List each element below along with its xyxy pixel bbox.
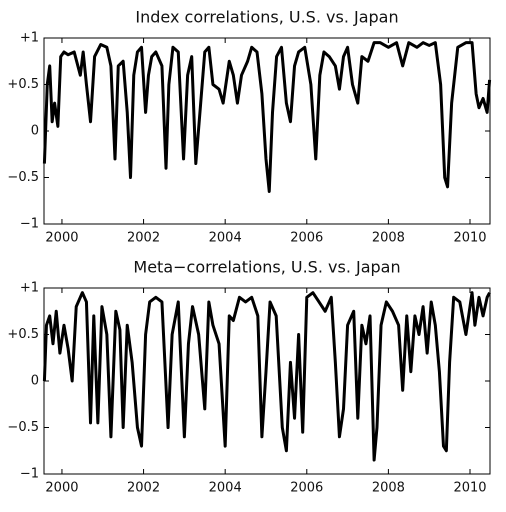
data-line <box>42 41 492 193</box>
chart-title: Index correlations, U.S. vs. Japan <box>135 8 398 27</box>
y-tick-label: −1 <box>20 217 39 232</box>
y-tick-label: −0.5 <box>7 170 39 185</box>
y-tick-label: 0 <box>31 124 39 139</box>
data-line <box>42 291 491 462</box>
x-tick-label: 2000 <box>45 481 78 496</box>
chart-title: Meta−correlations, U.S. vs. Japan <box>133 258 400 277</box>
y-tick-label: +1 <box>20 31 39 46</box>
x-tick-label: 2008 <box>372 231 405 246</box>
x-tick-label: 2008 <box>372 481 405 496</box>
x-tick-label: 2002 <box>127 231 160 246</box>
y-tick-label: +0.5 <box>7 77 39 92</box>
x-tick-label: 2006 <box>290 481 323 496</box>
y-tick-label: −1 <box>20 467 39 482</box>
x-tick-label: 2010 <box>453 481 486 496</box>
y-tick-label: 0 <box>31 374 39 389</box>
x-tick-label: 2000 <box>45 231 78 246</box>
x-tick-label: 2006 <box>290 231 323 246</box>
y-tick-label: +0.5 <box>7 327 39 342</box>
x-tick-label: 2010 <box>453 231 486 246</box>
x-tick-label: 2004 <box>209 481 242 496</box>
x-tick-label: 2004 <box>209 231 242 246</box>
y-tick-label: +1 <box>20 281 39 296</box>
y-tick-label: −0.5 <box>7 420 39 435</box>
x-tick-label: 2002 <box>127 481 160 496</box>
